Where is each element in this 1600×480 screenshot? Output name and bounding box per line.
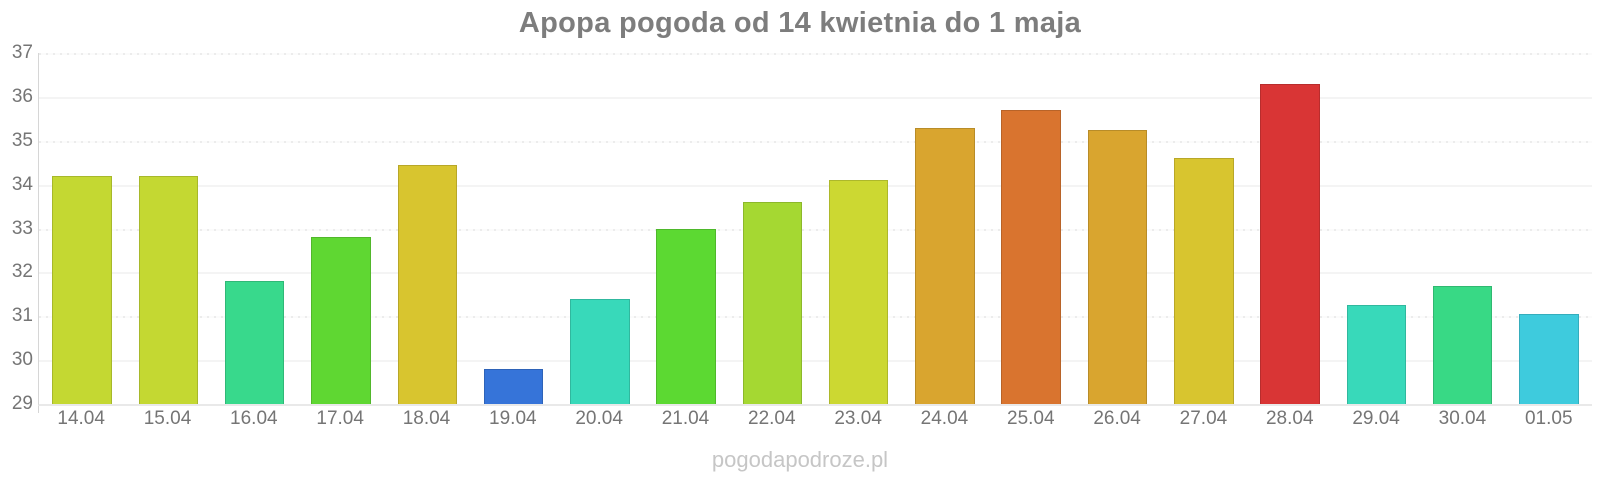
- gridline-33: [39, 228, 1592, 231]
- x-axis-tick-label: 18.04: [402, 408, 451, 429]
- x-axis-tick-label: 23.04: [834, 408, 882, 429]
- x-axis-tick-label: 27.04: [1179, 408, 1228, 429]
- y-axis-tick-label: 30: [11, 349, 33, 371]
- bar-24.04[interactable]: [915, 127, 975, 404]
- gridline-37: [39, 53, 1592, 55]
- bar-slot: [1333, 53, 1419, 404]
- x-axis-tick-label: 29.04: [1352, 408, 1400, 429]
- bar-slot: [1161, 53, 1247, 404]
- bar-15.04[interactable]: [138, 175, 199, 404]
- y-axis-tick-label: 35: [11, 129, 33, 151]
- bar-23.04[interactable]: [828, 180, 889, 404]
- x-axis-tick-label: 28.04: [1265, 408, 1314, 429]
- y-axis-tick-label: 29: [11, 393, 33, 415]
- x-axis-labels: 14.04 15.04 16.04 17.04 18.04 19.04 20.04 21.04…: [38, 408, 1592, 430]
- bar-29.04[interactable]: [1346, 305, 1407, 404]
- bar-28.04[interactable]: [1260, 83, 1320, 404]
- x-axis-tick-label: 14.04: [57, 408, 105, 429]
- bar-01.05[interactable]: [1519, 314, 1579, 404]
- y-axis-tick-label: 32: [11, 261, 33, 283]
- bar-slot: [384, 53, 470, 404]
- bar-26.04[interactable]: [1087, 129, 1148, 404]
- y-axis-tick-label: 36: [11, 85, 33, 107]
- gridline-32: [39, 272, 1592, 275]
- bar-slot: [212, 53, 298, 404]
- bar-22.04[interactable]: [742, 202, 803, 404]
- y-axis-tick-label: 31: [11, 305, 33, 327]
- y-axis-tick-label: 34: [11, 173, 33, 195]
- bars: [39, 53, 1592, 404]
- x-axis-tick-label: 30.04: [1438, 408, 1487, 429]
- bar-slot: [902, 53, 988, 404]
- bar-slot: [643, 53, 729, 404]
- x-axis-tick-label: 19.04: [489, 408, 537, 429]
- gridlines: [39, 53, 1592, 404]
- x-axis-tick-label: 17.04: [316, 408, 364, 429]
- x-axis-tick-label: 16.04: [230, 408, 278, 429]
- bar-27.04[interactable]: [1174, 158, 1234, 404]
- bar-slot: [125, 53, 211, 404]
- bar-20.04[interactable]: [570, 298, 630, 404]
- bar-16.04[interactable]: [224, 281, 285, 404]
- y-axis-tick-label: 37: [11, 42, 33, 64]
- y-axis-labels: 29 30 31 32 33 34 35 36 37: [0, 43, 33, 413]
- bar-19.04[interactable]: [483, 368, 544, 404]
- y-axis-tick-label: 33: [11, 217, 33, 239]
- gridline-35: [39, 140, 1592, 143]
- bar-slot: [988, 53, 1074, 404]
- bar-slot: [1420, 53, 1506, 404]
- bar-slot: [1074, 53, 1160, 404]
- watermark: pogodapodroze.pl: [711, 447, 889, 472]
- x-axis-tick: [38, 406, 39, 413]
- gridline-30: [39, 360, 1592, 363]
- bar-slot: [39, 53, 125, 404]
- x-axis-tick-label: 22.04: [748, 408, 796, 429]
- gridline-36: [39, 96, 1592, 99]
- gridline-31: [39, 316, 1592, 319]
- x-axis-tick-label: 21.04: [661, 408, 710, 429]
- bar-25.04[interactable]: [1001, 110, 1061, 404]
- plot-area: [38, 53, 1592, 406]
- bar-slot: [729, 53, 815, 404]
- bar-14.04[interactable]: [52, 175, 112, 404]
- bar-17.04[interactable]: [311, 237, 371, 404]
- page-title: Apopa pogoda od 14 kwietnia do 1 maja: [518, 7, 1082, 39]
- x-axis-tick-label: 01.05: [1524, 408, 1573, 429]
- bar-30.04[interactable]: [1432, 285, 1493, 404]
- bar-21.04[interactable]: [656, 228, 716, 404]
- bar-slot: [470, 53, 556, 404]
- bar-18.04[interactable]: [397, 164, 458, 404]
- x-axis-tick-label: 26.04: [1093, 408, 1141, 429]
- bar-slot: [557, 53, 643, 404]
- x-axis-tick-label: 25.04: [1007, 408, 1055, 429]
- bar-slot: [298, 53, 384, 404]
- gridline-34: [39, 184, 1592, 187]
- bar-slot: [1506, 53, 1592, 404]
- bar-slot: [816, 53, 902, 404]
- x-axis-tick-label: 15.04: [143, 408, 192, 429]
- bar-slot: [1247, 53, 1333, 404]
- x-axis-tick-label: 20.04: [575, 408, 623, 429]
- x-axis-tick-label: 24.04: [920, 408, 969, 429]
